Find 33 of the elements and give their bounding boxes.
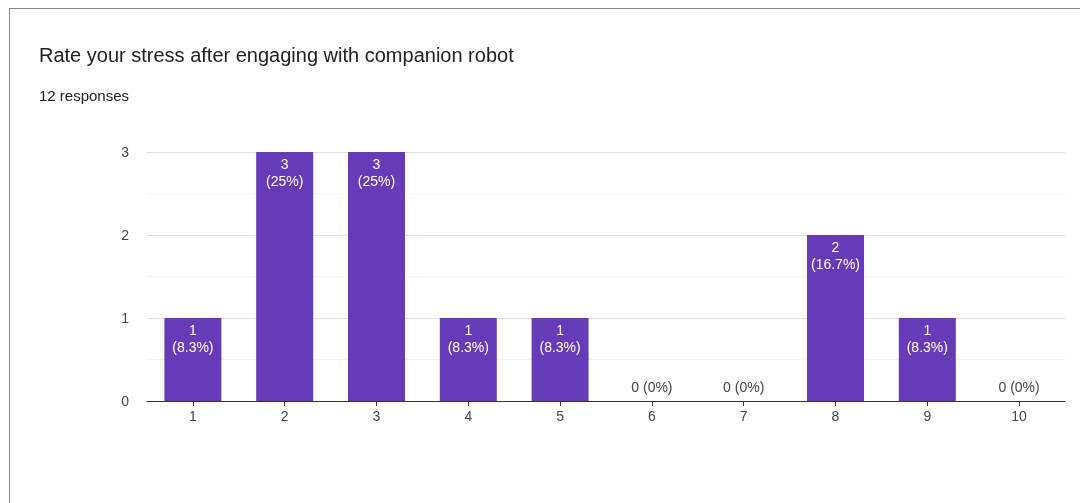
x-tick-label: 1 [189,408,197,424]
bar [531,318,589,401]
chart-subtitle: 12 responses [39,87,130,104]
x-tick-label: 10 [1011,408,1028,424]
bar [164,318,222,401]
bar [439,318,497,401]
x-tick-label: 3 [372,408,381,424]
x-tick-label: 8 [831,408,840,424]
bar [898,318,956,401]
y-tick-label: 3 [121,144,130,160]
y-tick-label: 2 [121,227,130,243]
bar [348,152,405,401]
x-tick-label: 2 [280,408,289,424]
data-label: 0 (0%) [998,378,1040,395]
x-tick-label: 6 [648,408,656,424]
data-label: 0 (0%) [723,378,765,395]
data-label: 0 (0%) [631,378,673,395]
data-label: 1 (8.3%) [539,321,581,355]
data-label: 1 (8.3%) [447,321,489,355]
x-tick-label: 9 [923,408,932,424]
data-label: 2 (16.7%) [810,238,861,272]
y-tick-label: 1 [121,310,130,326]
data-label: 1 (8.3%) [906,321,948,355]
data-label: 1 (8.3%) [172,321,214,355]
y-tick-label: 0 [121,393,130,409]
x-tick-label: 7 [739,408,748,424]
bar [807,235,864,401]
data-label: 3 (25%) [357,155,396,189]
x-tick-label: 5 [556,408,565,424]
chart-title: Rate your stress after engaging with companion robot [39,44,515,66]
bar [256,152,314,401]
data-label: 3 (25%) [266,155,304,189]
x-tick-label: 4 [464,408,473,424]
